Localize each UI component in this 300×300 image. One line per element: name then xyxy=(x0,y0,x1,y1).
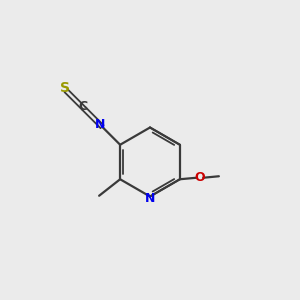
Text: S: S xyxy=(60,81,70,95)
Text: N: N xyxy=(145,191,155,205)
Text: N: N xyxy=(94,118,105,131)
Text: C: C xyxy=(78,100,87,113)
Text: O: O xyxy=(194,171,205,184)
